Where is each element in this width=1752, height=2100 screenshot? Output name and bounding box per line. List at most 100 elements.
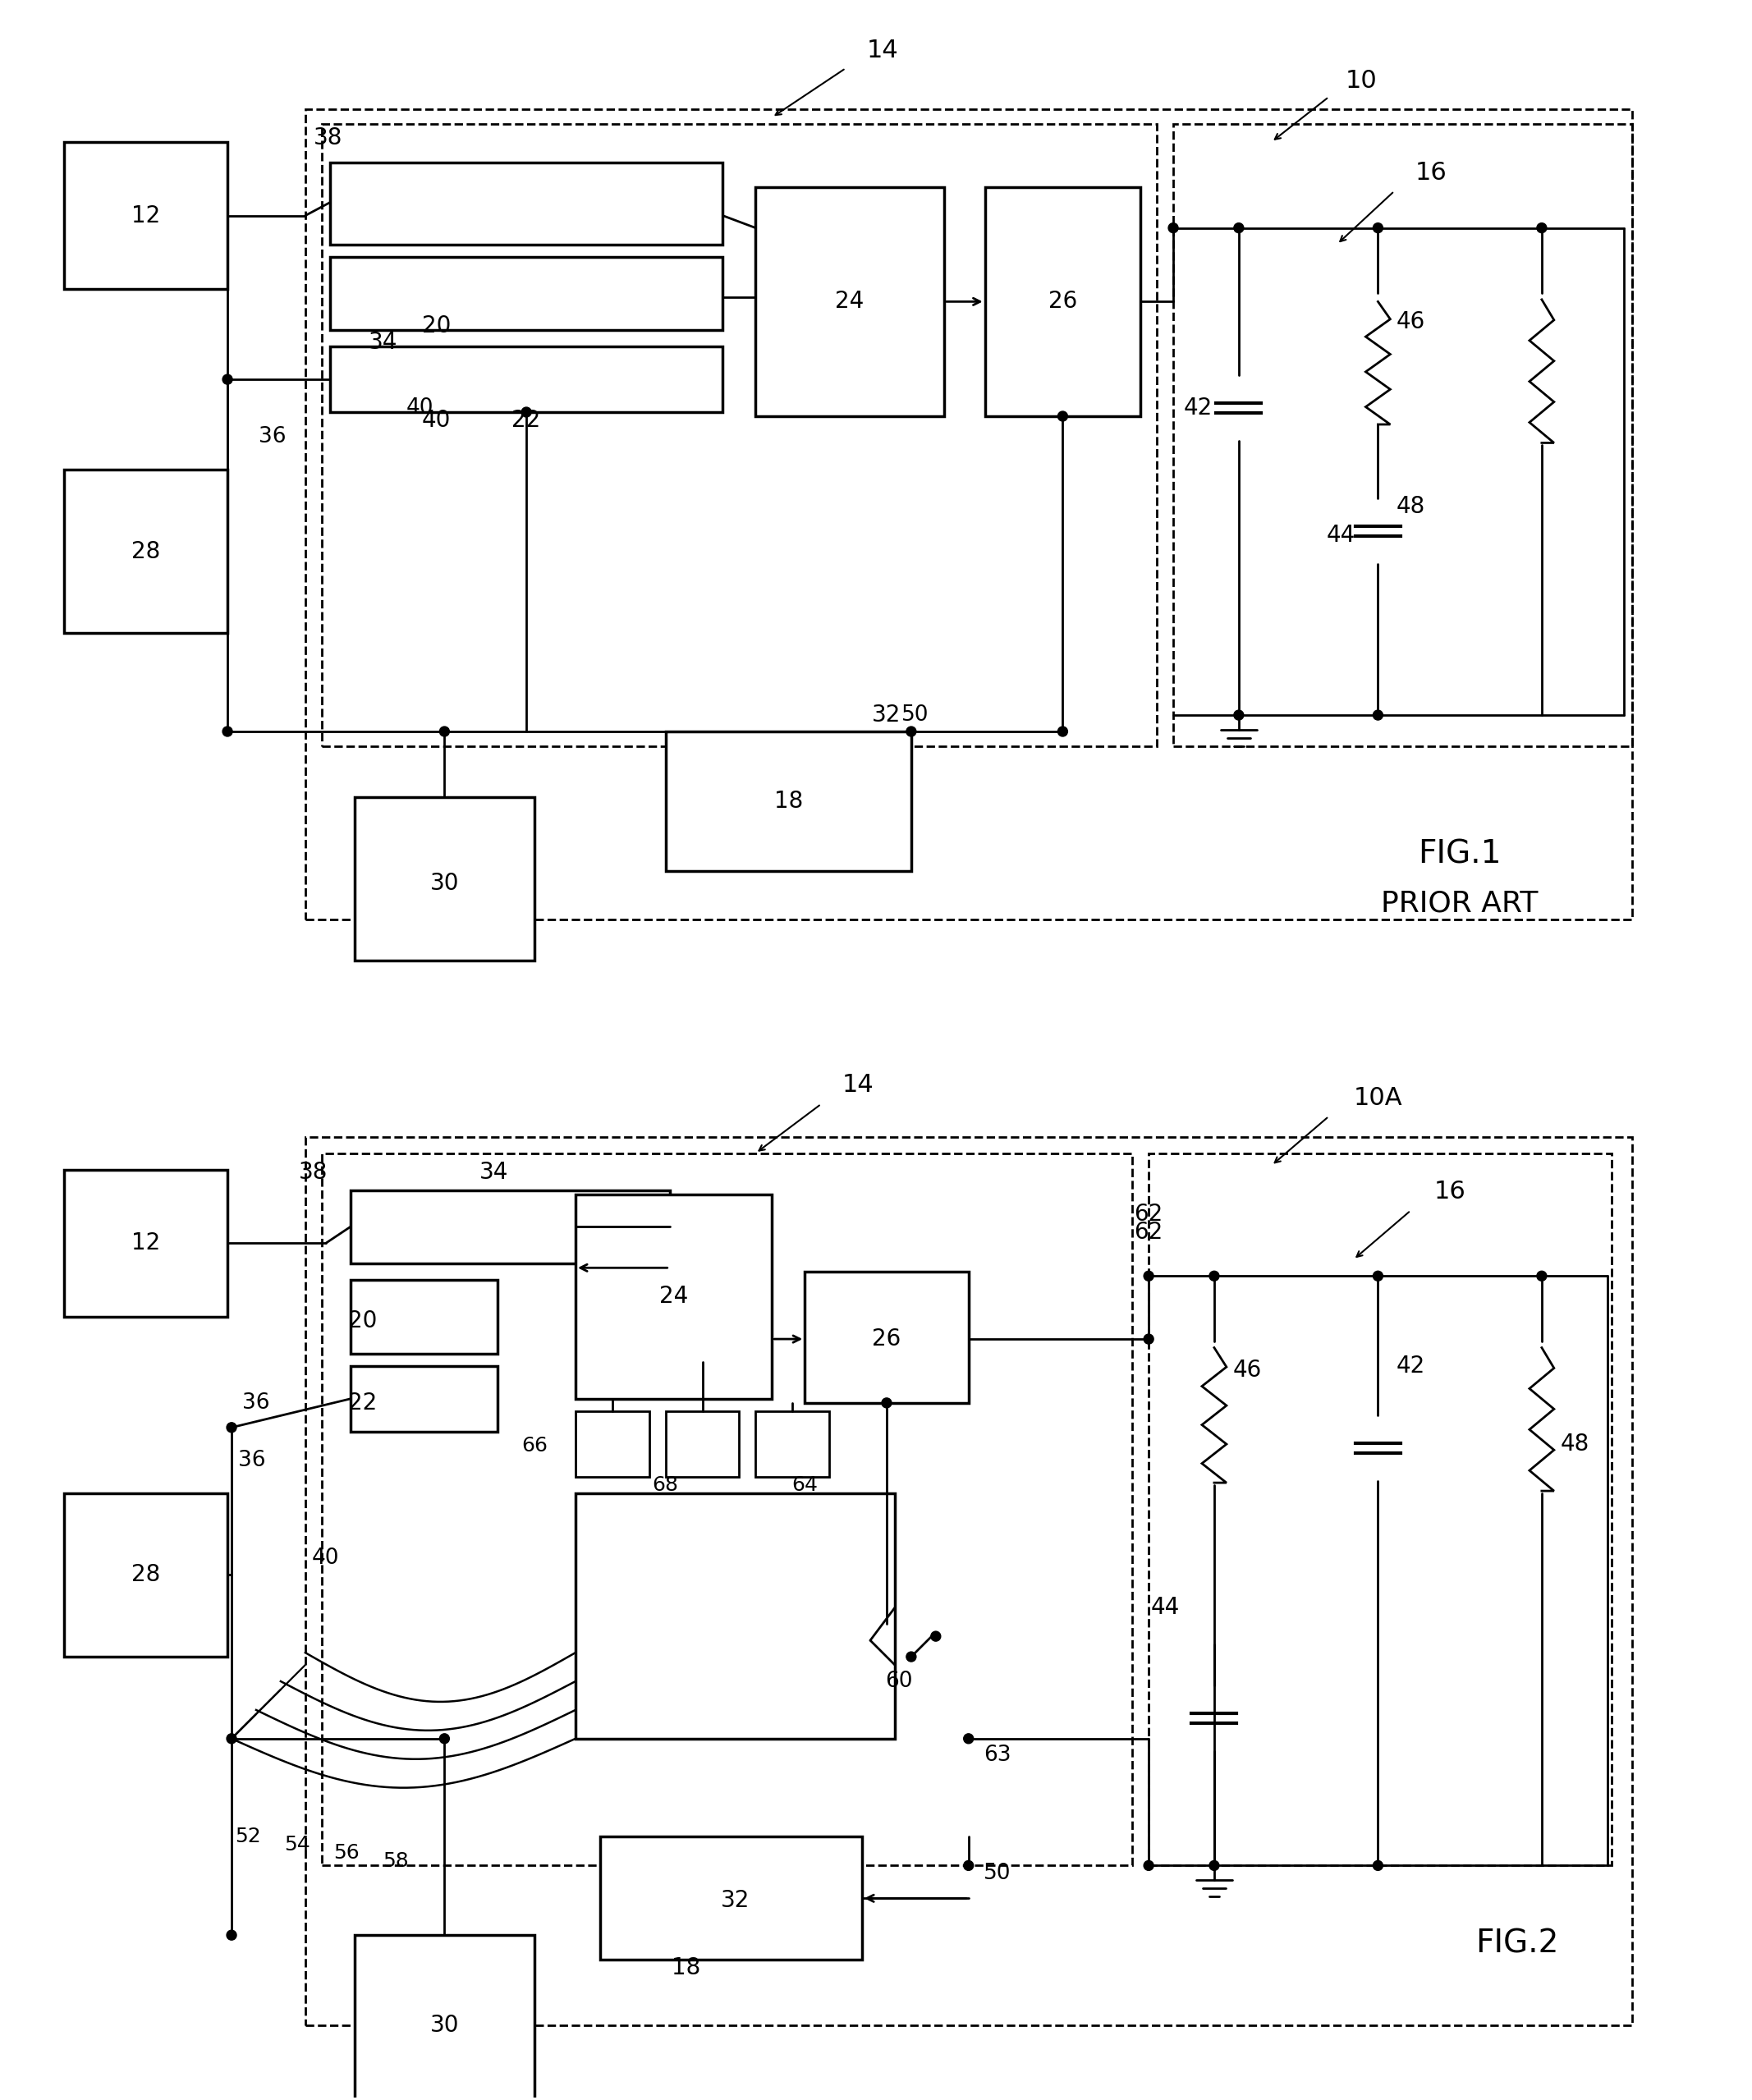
Circle shape bbox=[1144, 1270, 1153, 1281]
Text: 14: 14 bbox=[867, 38, 899, 63]
Bar bbox=[599, 1838, 862, 1959]
Bar bbox=[666, 731, 911, 872]
Bar bbox=[804, 1273, 969, 1403]
Text: 54: 54 bbox=[284, 1835, 310, 1854]
Circle shape bbox=[223, 727, 233, 737]
Text: 36: 36 bbox=[242, 1392, 270, 1413]
Circle shape bbox=[1537, 1270, 1547, 1281]
Circle shape bbox=[1209, 1270, 1219, 1281]
Text: 40: 40 bbox=[312, 1548, 340, 1569]
Text: 52: 52 bbox=[235, 1827, 261, 1846]
Text: 50: 50 bbox=[983, 1863, 1011, 1884]
Bar bbox=[350, 1367, 498, 1432]
Bar bbox=[354, 798, 534, 960]
Text: 10A: 10A bbox=[1354, 1086, 1402, 1111]
Bar bbox=[575, 1195, 773, 1399]
Text: 12: 12 bbox=[131, 1233, 159, 1254]
Circle shape bbox=[906, 1653, 916, 1661]
Text: 46: 46 bbox=[1396, 311, 1424, 334]
Bar bbox=[575, 1493, 895, 1739]
Text: 44: 44 bbox=[1326, 523, 1356, 546]
Text: 36: 36 bbox=[238, 1449, 266, 1470]
Bar bbox=[63, 1493, 228, 1657]
Text: FIG.1: FIG.1 bbox=[1417, 838, 1501, 869]
Text: 68: 68 bbox=[652, 1474, 678, 1495]
Text: 28: 28 bbox=[131, 540, 159, 563]
Text: 20: 20 bbox=[422, 315, 450, 338]
Circle shape bbox=[1374, 710, 1382, 720]
Circle shape bbox=[522, 407, 531, 418]
Text: 60: 60 bbox=[885, 1672, 913, 1693]
Text: 44: 44 bbox=[1151, 1596, 1179, 1619]
Circle shape bbox=[1144, 1861, 1153, 1871]
Bar bbox=[63, 470, 228, 634]
Text: 34: 34 bbox=[478, 1161, 508, 1184]
Text: 10: 10 bbox=[1346, 69, 1377, 92]
Text: 32: 32 bbox=[872, 704, 901, 727]
Text: 12: 12 bbox=[131, 204, 159, 227]
Text: PRIOR ART: PRIOR ART bbox=[1381, 890, 1538, 918]
Circle shape bbox=[964, 1735, 974, 1743]
Bar bbox=[755, 1411, 829, 1476]
Bar bbox=[63, 143, 228, 290]
Bar bbox=[985, 187, 1141, 416]
Bar bbox=[350, 1281, 498, 1354]
Text: 16: 16 bbox=[1416, 162, 1447, 185]
Text: 22: 22 bbox=[349, 1392, 377, 1415]
Bar bbox=[354, 1934, 534, 2100]
Text: 24: 24 bbox=[659, 1285, 689, 1308]
Bar bbox=[329, 256, 724, 330]
Text: 36: 36 bbox=[259, 426, 286, 447]
Circle shape bbox=[1233, 223, 1244, 233]
Bar bbox=[575, 1411, 650, 1476]
Circle shape bbox=[1209, 1861, 1219, 1871]
Text: 56: 56 bbox=[333, 1844, 359, 1863]
Circle shape bbox=[1374, 223, 1382, 233]
Text: 30: 30 bbox=[429, 872, 459, 895]
Circle shape bbox=[223, 374, 233, 384]
Circle shape bbox=[226, 1422, 237, 1432]
Bar bbox=[1149, 1153, 1612, 1865]
Circle shape bbox=[226, 1735, 237, 1743]
Text: 62: 62 bbox=[1134, 1203, 1163, 1226]
Text: 42: 42 bbox=[1396, 1354, 1424, 1378]
Circle shape bbox=[1058, 412, 1067, 422]
Bar bbox=[322, 124, 1156, 746]
Text: 64: 64 bbox=[792, 1474, 818, 1495]
Bar bbox=[350, 1191, 669, 1264]
Text: 66: 66 bbox=[522, 1436, 548, 1455]
Circle shape bbox=[1169, 223, 1177, 233]
Circle shape bbox=[1374, 1861, 1382, 1871]
Circle shape bbox=[1058, 727, 1067, 737]
Text: 18: 18 bbox=[774, 790, 802, 813]
Text: 50: 50 bbox=[902, 704, 929, 727]
Text: 48: 48 bbox=[1559, 1432, 1589, 1455]
Bar bbox=[305, 109, 1631, 920]
Circle shape bbox=[440, 1735, 449, 1743]
Circle shape bbox=[440, 727, 449, 737]
Text: 48: 48 bbox=[1396, 496, 1424, 519]
Text: 22: 22 bbox=[512, 410, 541, 433]
Text: 38: 38 bbox=[314, 126, 342, 149]
Circle shape bbox=[226, 1930, 237, 1940]
Bar bbox=[1174, 124, 1631, 746]
Circle shape bbox=[930, 1632, 941, 1642]
Text: 16: 16 bbox=[1435, 1180, 1466, 1203]
Text: 40: 40 bbox=[406, 397, 434, 418]
Text: 24: 24 bbox=[836, 290, 864, 313]
Circle shape bbox=[906, 727, 916, 737]
Text: 18: 18 bbox=[671, 1957, 701, 1980]
Text: 38: 38 bbox=[300, 1161, 328, 1184]
Text: 63: 63 bbox=[983, 1745, 1011, 1766]
Bar bbox=[63, 1170, 228, 1317]
Text: 26: 26 bbox=[872, 1327, 901, 1350]
Text: 34: 34 bbox=[368, 332, 398, 355]
Text: 30: 30 bbox=[429, 2014, 459, 2037]
Text: 28: 28 bbox=[131, 1562, 159, 1586]
Text: 40: 40 bbox=[422, 410, 450, 433]
Circle shape bbox=[1144, 1334, 1153, 1344]
Text: 58: 58 bbox=[382, 1852, 408, 1871]
Text: 62: 62 bbox=[1134, 1220, 1163, 1243]
Bar bbox=[305, 1136, 1631, 2024]
Bar bbox=[666, 1411, 739, 1476]
